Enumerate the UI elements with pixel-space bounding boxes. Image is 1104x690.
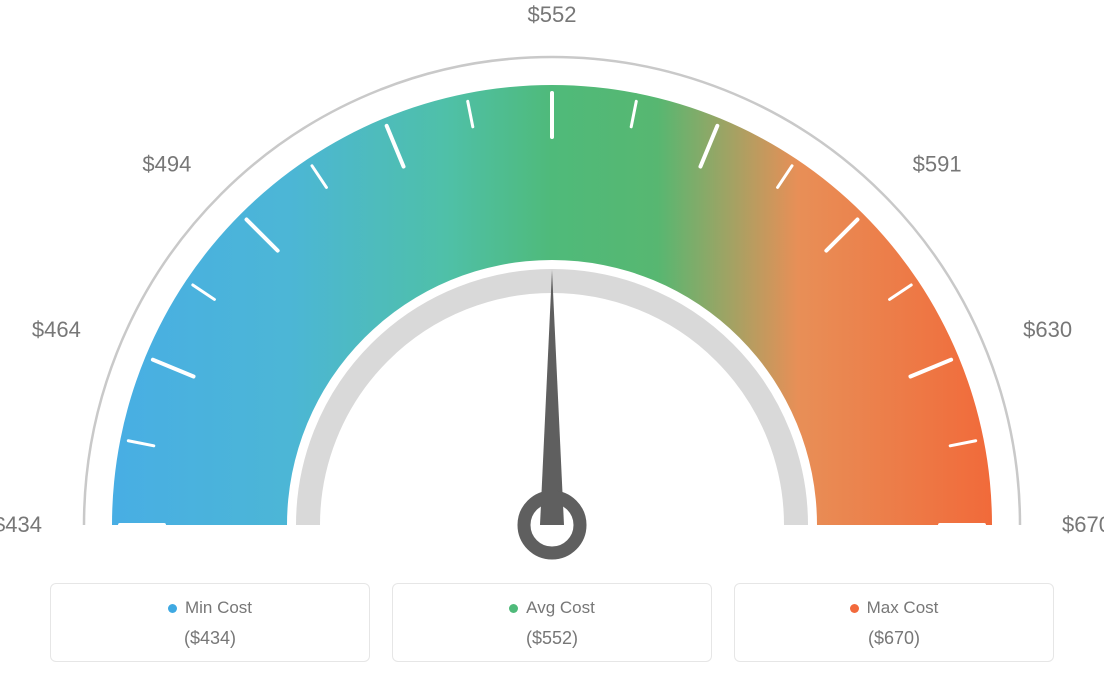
- legend-title-max: Max Cost: [850, 598, 939, 618]
- svg-text:$591: $591: [913, 151, 962, 176]
- legend-label-avg: Avg Cost: [526, 598, 595, 618]
- legend-value-max: ($670): [745, 628, 1043, 649]
- legend-label-max: Max Cost: [867, 598, 939, 618]
- cost-gauge: $434 $464 $494 $552 $591 $630 $670: [0, 0, 1104, 580]
- legend-row: Min Cost ($434) Avg Cost ($552) Max Cost…: [0, 583, 1104, 662]
- legend-title-avg: Avg Cost: [509, 598, 595, 618]
- gauge-svg: $434 $464 $494 $552 $591 $630 $670: [0, 0, 1104, 580]
- dot-icon: [509, 604, 518, 613]
- legend-title-min: Min Cost: [168, 598, 252, 618]
- svg-text:$630: $630: [1023, 317, 1072, 342]
- legend-value-avg: ($552): [403, 628, 701, 649]
- svg-text:$494: $494: [142, 151, 191, 176]
- svg-text:$670: $670: [1062, 512, 1104, 537]
- svg-text:$464: $464: [32, 317, 81, 342]
- svg-text:$552: $552: [528, 2, 577, 27]
- svg-text:$434: $434: [0, 512, 42, 537]
- legend-label-min: Min Cost: [185, 598, 252, 618]
- dot-icon: [168, 604, 177, 613]
- legend-card-min: Min Cost ($434): [50, 583, 370, 662]
- dot-icon: [850, 604, 859, 613]
- legend-card-max: Max Cost ($670): [734, 583, 1054, 662]
- legend-card-avg: Avg Cost ($552): [392, 583, 712, 662]
- legend-value-min: ($434): [61, 628, 359, 649]
